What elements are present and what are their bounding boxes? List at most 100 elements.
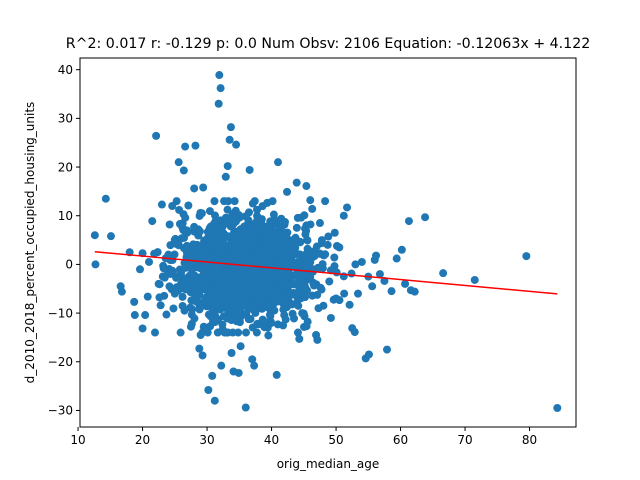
data-point-1769 bbox=[321, 197, 330, 206]
data-point-1765 bbox=[308, 204, 317, 213]
data-point-1721 bbox=[174, 158, 183, 167]
data-point-1745 bbox=[226, 123, 235, 132]
data-points bbox=[90, 71, 562, 413]
data-point-1636 bbox=[202, 247, 211, 256]
data-point-1802 bbox=[332, 294, 341, 303]
data-point-1304 bbox=[270, 306, 279, 315]
data-point-1698 bbox=[215, 248, 224, 257]
data-point-1624 bbox=[252, 274, 261, 283]
x-tick-label-30: 30 bbox=[199, 433, 214, 447]
data-point-1526 bbox=[199, 269, 208, 278]
data-point-1500 bbox=[234, 313, 243, 322]
data-point-1538 bbox=[275, 250, 284, 259]
data-point-621 bbox=[210, 197, 219, 206]
data-point-79 bbox=[324, 232, 333, 241]
data-point-1736 bbox=[208, 371, 217, 380]
data-point-1450 bbox=[250, 220, 259, 229]
data-point-1727 bbox=[184, 201, 193, 210]
data-point-1728 bbox=[186, 322, 195, 331]
data-point-1694 bbox=[239, 286, 248, 295]
data-point-1763 bbox=[302, 182, 311, 191]
x-axis-ticks: 10 20 30 40 50 60 70 80 bbox=[70, 427, 537, 447]
data-point-1573 bbox=[181, 285, 190, 294]
data-point-1662 bbox=[302, 260, 311, 269]
data-point-1499 bbox=[193, 261, 202, 270]
data-point-1638 bbox=[191, 291, 200, 300]
plot-frame bbox=[79, 57, 577, 428]
data-point-1748 bbox=[232, 140, 241, 149]
data-point-1641 bbox=[281, 279, 290, 288]
data-point-1757 bbox=[272, 370, 281, 379]
data-point-1294 bbox=[281, 315, 290, 324]
data-point-1739 bbox=[215, 71, 224, 80]
data-point-447 bbox=[242, 328, 250, 337]
data-point-1764 bbox=[306, 196, 315, 205]
data-point-1617 bbox=[215, 280, 224, 289]
data-point-1677 bbox=[298, 309, 307, 318]
data-point-1789 bbox=[392, 254, 401, 263]
data-point-1650 bbox=[272, 287, 281, 296]
data-point-1768 bbox=[315, 219, 324, 228]
data-point-1563 bbox=[209, 309, 218, 318]
data-point-1551 bbox=[264, 257, 273, 266]
y-tick-label--10: −10 bbox=[48, 306, 73, 320]
data-point-789 bbox=[293, 328, 302, 337]
data-point-1683 bbox=[215, 264, 224, 273]
data-point-1712 bbox=[148, 217, 157, 226]
data-point-1505 bbox=[239, 224, 248, 233]
y-tick-label--20: −20 bbox=[48, 355, 73, 369]
data-point-1692 bbox=[254, 288, 262, 297]
data-point-1609 bbox=[224, 328, 233, 337]
data-point-1169 bbox=[292, 223, 301, 232]
data-point-1735 bbox=[204, 386, 213, 394]
data-point-1696 bbox=[188, 305, 197, 314]
data-point-1806 bbox=[145, 257, 154, 266]
data-point-1567 bbox=[248, 199, 257, 208]
x-tick-label-40: 40 bbox=[264, 433, 279, 447]
data-point-1684 bbox=[235, 296, 244, 305]
data-point-1224 bbox=[310, 280, 319, 289]
regression-line bbox=[94, 250, 558, 295]
data-point-1714 bbox=[152, 131, 161, 140]
data-point-1749 bbox=[234, 368, 243, 377]
data-point-1796 bbox=[439, 269, 448, 278]
data-point-1507 bbox=[177, 234, 186, 243]
data-point-1723 bbox=[176, 328, 185, 337]
data-point-1783 bbox=[368, 282, 377, 291]
data-point-1657 bbox=[234, 269, 243, 278]
data-point-1143 bbox=[159, 261, 168, 270]
data-point-1397 bbox=[276, 241, 285, 250]
data-point-1495 bbox=[213, 328, 222, 337]
chart-title: R^2: 0.017 r: -0.129 p: 0.0 Num Obsv: 21… bbox=[66, 36, 591, 52]
data-point-1373 bbox=[302, 287, 311, 296]
data-point-1731 bbox=[195, 344, 204, 353]
data-point-1784 bbox=[372, 251, 381, 260]
data-point-1775 bbox=[343, 203, 352, 212]
data-point-1204 bbox=[296, 238, 305, 247]
data-point-1552 bbox=[226, 304, 235, 313]
data-point-1807 bbox=[180, 306, 189, 315]
data-point-1596 bbox=[220, 303, 229, 312]
data-point-325 bbox=[347, 269, 356, 278]
data-point-1724 bbox=[179, 166, 188, 175]
data-point-1023 bbox=[143, 292, 152, 301]
y-tick-label--30: −30 bbox=[48, 404, 73, 418]
data-point-1646 bbox=[250, 252, 259, 261]
data-point-1693 bbox=[269, 274, 278, 283]
data-point-1457 bbox=[263, 287, 272, 296]
data-point-1795 bbox=[421, 213, 430, 222]
data-point-1648 bbox=[229, 263, 238, 272]
data-point-1740 bbox=[216, 84, 225, 93]
x-tick-label-10: 10 bbox=[70, 433, 85, 447]
data-point-1581 bbox=[304, 253, 313, 262]
data-point-1776 bbox=[345, 300, 354, 309]
data-point-1800 bbox=[351, 260, 360, 269]
data-point-1290 bbox=[330, 262, 339, 271]
data-point-1382 bbox=[221, 241, 230, 250]
data-point-1742 bbox=[221, 172, 230, 181]
data-point-1580 bbox=[274, 297, 283, 306]
data-point-1790 bbox=[397, 245, 406, 254]
data-point-1622 bbox=[234, 249, 243, 258]
data-point-1282 bbox=[308, 291, 317, 300]
